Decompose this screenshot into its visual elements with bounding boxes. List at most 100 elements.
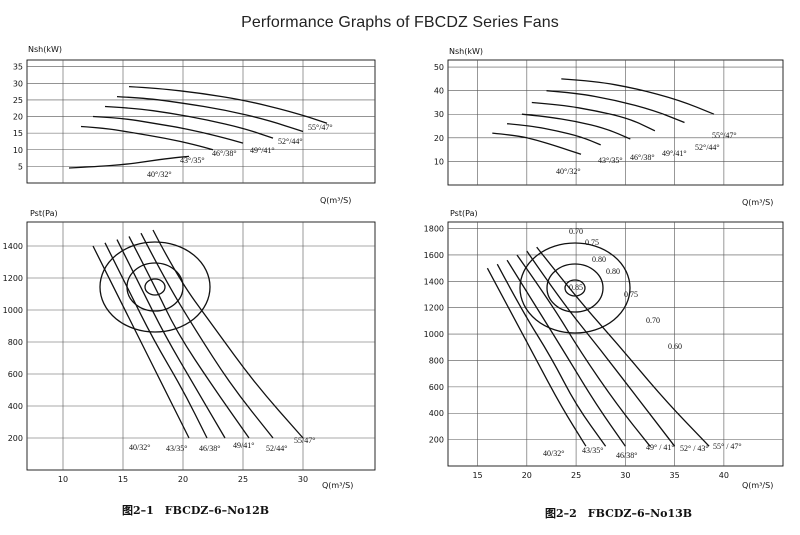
efficiency-label: 0.85: [569, 283, 583, 292]
x-tick-label: 25: [238, 475, 248, 484]
y-tick-label: 200: [429, 436, 444, 445]
y-tick-label: 35: [13, 63, 23, 72]
efficiency-label: 0.80: [592, 255, 606, 264]
curve-label: 52°/44°: [695, 143, 720, 152]
y-axis-label: Pst(Pa): [450, 209, 478, 218]
x-tick-label: 20: [178, 475, 188, 484]
series-line-1: [492, 132, 582, 155]
x-tick-label: 35: [670, 471, 680, 480]
efficiency-label: 0.75: [624, 290, 638, 299]
y-tick-label: 20: [13, 113, 23, 122]
x-tick-label: 40: [719, 471, 729, 480]
chart-panel-3: 10 20 30 40 50 Nsh(kW) Q(m³/S) 40°/32° 43°/35° 46…: [434, 47, 784, 207]
curve-label: 49°/41°: [662, 149, 687, 158]
efficiency-label: 0.70: [569, 227, 583, 236]
series-line-2: [507, 123, 601, 146]
y-tick-label: 1800: [424, 225, 444, 234]
series-line-6: [128, 85, 328, 124]
y-tick-label: 800: [8, 338, 23, 347]
curve-label: 49° / 41°: [646, 443, 675, 452]
x-tick-label: 25: [571, 471, 581, 480]
x-axis-label: Q(m³/S): [742, 481, 773, 490]
chart-panel-4: 200 400 600 800 1000 1200 1400 1600 1800 15 20 25 30…: [424, 209, 784, 520]
plot-frame: [447, 59, 784, 186]
y-tick-label: 5: [18, 162, 23, 171]
curve-label: 52/44°: [266, 444, 287, 453]
y-tick-label: 1000: [3, 306, 23, 315]
series-line-5: [526, 250, 676, 447]
plot-frame: [447, 221, 784, 467]
curve-label: 46°/38°: [630, 153, 655, 162]
series-line-4: [516, 254, 651, 447]
curve-label: 55°/47°: [308, 123, 333, 132]
y-tick-label: 1400: [3, 242, 23, 251]
curve-label: 40/32°: [129, 443, 150, 452]
series-line-2: [496, 263, 607, 447]
x-tick-label: 20: [522, 471, 532, 480]
series-line-4: [128, 236, 250, 439]
efficiency-contour-2: [546, 263, 604, 313]
series-line-2: [80, 125, 214, 151]
y-tick-label: 400: [8, 402, 23, 411]
efficiency-contour-3: [99, 241, 211, 333]
y-tick-label: 30: [13, 79, 23, 88]
series-line-3: [116, 239, 226, 439]
x-tick-label: 15: [472, 471, 482, 480]
curve-label: 40°/32°: [556, 167, 581, 176]
y-tick-label: 1200: [3, 274, 23, 283]
series-line-5: [116, 95, 304, 133]
y-tick-label: 400: [429, 409, 444, 418]
plot-frame: [26, 59, 376, 184]
chart-panel-2: 200 400 600 800 1000 1200 1400 10 15 20 25 30 Pst(Pa…: [3, 209, 376, 517]
curve-label: 46/38°: [199, 444, 220, 453]
curve-label: 55° / 47°: [713, 442, 742, 451]
series-line-1: [92, 245, 190, 439]
x-axis-label: Q(m³/S): [322, 481, 353, 490]
curve-label: 40/32°: [543, 449, 564, 458]
efficiency-contour-3: [519, 242, 631, 334]
curve-label: 43°/35°: [598, 156, 623, 165]
page-title: Performance Graphs of FBCDZ Series Fans: [241, 14, 559, 31]
x-tick-label: 30: [620, 471, 630, 480]
series-line-3: [92, 115, 244, 144]
curve-label: 43/35°: [582, 446, 603, 455]
y-tick-label: 30: [434, 110, 444, 119]
chart-panel-1: 5 10 15 20 25 30 35 Nsh(kW) Q(m³/S) 40°/32° 43°/35…: [13, 45, 376, 205]
figure-caption: 图2–1 FBCDZ–6–No12B: [122, 504, 269, 517]
series-line-2: [104, 242, 208, 439]
y-tick-label: 800: [429, 356, 444, 365]
y-tick-label: 25: [13, 96, 23, 105]
curve-label: 52°/44°: [278, 137, 303, 146]
x-tick-label: 15: [118, 475, 128, 484]
curve-label: 55°/47°: [712, 131, 737, 140]
efficiency-label: 0.70: [646, 316, 660, 325]
curve-label: 46/38°: [616, 451, 637, 460]
series-line-3: [506, 259, 626, 447]
y-tick-label: 20: [434, 134, 444, 143]
x-tick-label: 10: [58, 475, 68, 484]
curve-label: 49°/41°: [250, 146, 275, 155]
y-tick-label: 1600: [424, 251, 444, 260]
series-line-1: [68, 155, 190, 169]
x-axis-label: Q(m³/S): [320, 196, 351, 205]
y-tick-label: 50: [434, 63, 444, 72]
figure-caption: 图2–2 FBCDZ–6–No13B: [545, 507, 692, 520]
series-line-5: [546, 90, 685, 124]
series-line-6: [561, 78, 715, 115]
curve-label: 52° / 43°: [680, 444, 709, 453]
curve-label: 49/41°: [233, 441, 254, 450]
y-tick-label: 1000: [424, 330, 444, 339]
efficiency-contour-1: [564, 279, 586, 297]
y-tick-label: 15: [13, 129, 23, 138]
series-line-6: [152, 229, 304, 439]
efficiency-label: 0.60: [668, 342, 682, 351]
efficiency-label: 0.80: [606, 267, 620, 276]
y-tick-label: 1400: [424, 277, 444, 286]
curve-label: 40°/32°: [147, 170, 172, 179]
x-axis-label: Q(m³/S): [742, 198, 773, 207]
curve-label: 46°/38°: [212, 149, 237, 158]
curve-label: 43/35°: [166, 444, 187, 453]
series-line-4: [531, 101, 656, 132]
x-tick-label: 30: [298, 475, 308, 484]
